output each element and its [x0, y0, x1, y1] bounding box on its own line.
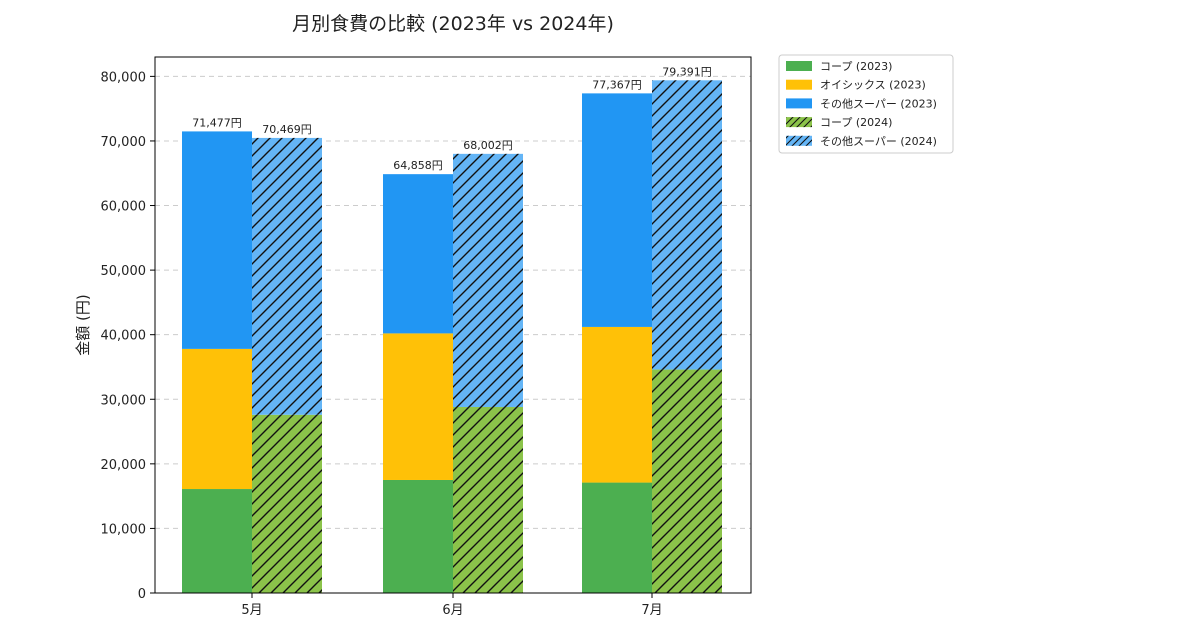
- bar-segment: [182, 131, 252, 349]
- bars: [182, 80, 722, 593]
- bar-segment: [182, 348, 252, 490]
- y-tick-label: 10,000: [101, 522, 147, 537]
- legend-swatch-hatch: [786, 117, 812, 128]
- total-label: 68,002円: [463, 139, 513, 152]
- total-label: 70,469円: [262, 123, 312, 136]
- legend-label: コープ (2024): [820, 116, 892, 129]
- chart-title: 月別食費の比較 (2023年 vs 2024年): [292, 13, 614, 35]
- y-tick-label: 70,000: [101, 135, 147, 150]
- bar-segment: [582, 326, 652, 483]
- bar-segment: [383, 333, 453, 480]
- y-tick-label: 80,000: [101, 70, 147, 85]
- legend-swatch-hatch: [786, 135, 812, 146]
- y-axis-label: 金額 (円): [74, 294, 92, 355]
- bar-segment-hatch: [652, 369, 722, 593]
- bar-segment: [383, 479, 453, 593]
- legend-swatch: [786, 61, 812, 71]
- total-label: 79,391円: [662, 65, 712, 78]
- y-tick-label: 50,000: [101, 264, 147, 279]
- bar-segment: [582, 93, 652, 327]
- y-tick-label: 40,000: [101, 329, 147, 344]
- total-label: 71,477円: [192, 116, 242, 129]
- legend-label: その他スーパー (2023): [820, 97, 937, 110]
- y-tick-label: 0: [138, 587, 146, 602]
- legend: コープ (2023) オイシックス (2023) その他スーパー (2023) コープ…: [778, 54, 954, 154]
- legend-label: オイシックス (2023): [820, 79, 926, 92]
- x-tick-label: 7月: [641, 603, 662, 618]
- bar-segment: [182, 489, 252, 593]
- bar-segment-hatch: [453, 407, 523, 593]
- x-tick-label: 6月: [442, 603, 463, 618]
- y-tick-label: 20,000: [101, 458, 147, 473]
- total-label: 64,858円: [393, 159, 443, 172]
- legend-label: その他スーパー (2024): [820, 135, 937, 148]
- bar-segment: [582, 482, 652, 593]
- legend-swatch: [786, 98, 812, 109]
- bar-segment-hatch: [252, 137, 322, 415]
- legend-label: コープ (2023): [820, 60, 892, 73]
- bar-segment-hatch: [652, 80, 722, 370]
- y-tick-label: 60,000: [101, 200, 147, 215]
- bar-segment-hatch: [252, 414, 322, 593]
- total-label: 77,367円: [592, 78, 642, 91]
- total-labels: 71,477円 70,469円 64,858円 68,002円 77,367円 79,39…: [192, 65, 712, 172]
- x-tick-label: 5月: [241, 603, 262, 618]
- bar-segment-hatch: [453, 153, 523, 408]
- legend-box: [778, 54, 954, 154]
- x-axis: 5月 6月 7月: [241, 593, 663, 618]
- y-axis: 0 10,000 20,000 30,000 40,000 50,000 60,000 70,…: [101, 70, 155, 602]
- bar-segment: [383, 174, 453, 334]
- y-tick-label: 30,000: [101, 393, 147, 408]
- legend-swatch: [786, 79, 812, 90]
